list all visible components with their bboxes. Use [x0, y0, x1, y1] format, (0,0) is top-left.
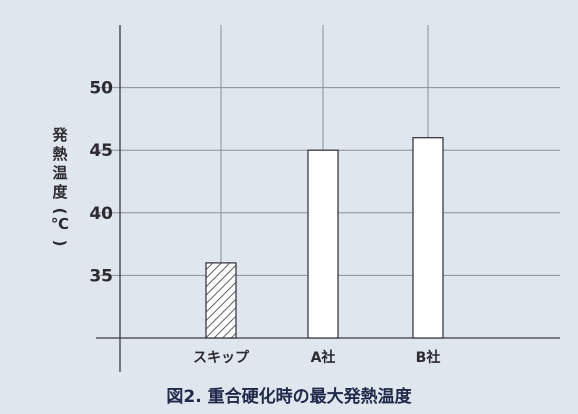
- y-axis-label-char: 発: [51, 126, 68, 144]
- chart-title: 図2. 重合硬化時の最大発熱温度: [166, 386, 412, 407]
- y-axis-label-char: 度: [52, 183, 68, 201]
- y-axis-label-char: ℃: [51, 215, 69, 233]
- x-tick-labels: スキップ A社 B社: [193, 349, 440, 366]
- y-axis-label: 発熱温度 (℃): [51, 126, 69, 246]
- y-tick-label-50: 50: [89, 79, 113, 99]
- x-tick-label-2: B社: [416, 349, 441, 366]
- y-axis-label-char: 温: [52, 164, 67, 182]
- bar-1: [307, 149, 339, 339]
- y-axis-label-char: ): [51, 240, 69, 247]
- y-axis-label-char: (: [51, 208, 69, 215]
- bar-0: [205, 262, 237, 339]
- y-tick-label-35: 35: [89, 266, 113, 286]
- y-tick-label-40: 40: [89, 204, 113, 224]
- y-tick-label-45: 45: [89, 141, 113, 161]
- y-tick-labels: 35 40 45 50: [89, 79, 113, 287]
- bars: [205, 137, 444, 339]
- x-tick-label-1: A社: [311, 349, 336, 366]
- y-axis-label-char: 熱: [52, 145, 67, 163]
- bar-2: [412, 137, 444, 339]
- x-tick-label-0: スキップ: [193, 350, 250, 366]
